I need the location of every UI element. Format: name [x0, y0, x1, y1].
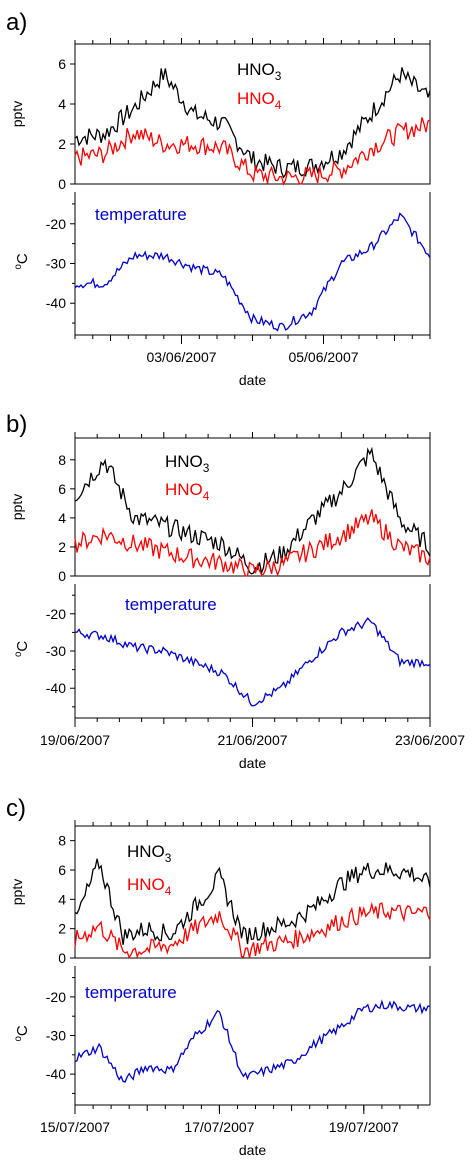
top-y-tick-label: 0 [58, 950, 66, 966]
legend-hno4-sub: 4 [165, 884, 172, 898]
legend-hno4-sub: 4 [275, 98, 282, 112]
legend-hno3-sub: 3 [165, 851, 172, 865]
top-y-axis-label: pptv [9, 879, 25, 905]
legend-hno3-main: HNO [237, 60, 275, 79]
bottom-y-axis-label-unit: C [14, 1025, 31, 1036]
bottom-y-tick-label: -40 [46, 680, 66, 696]
bottom-y-tick-label: -20 [46, 606, 66, 622]
x-tick-label: 17/07/2007 [184, 1119, 254, 1135]
panel-c: c) 0 2 4 6 8 pptv -40 -30 -20 temperature 15/07/200… [6, 795, 431, 1158]
bottom-y-axis-label-unit: C [14, 641, 31, 652]
panel-a: a) 0 2 4 6 pptv -40 -30 -20 temperature 03/06/2007… [6, 9, 431, 388]
bottom-y-tick-label: -30 [46, 256, 66, 272]
legend-hno3: HNO3 [127, 842, 172, 865]
bottom-y-tick-label: -40 [46, 295, 66, 311]
top-y-tick-label: 4 [58, 891, 66, 907]
legend-hno3-main: HNO [127, 842, 165, 861]
x-tick-label: 03/06/2007 [146, 349, 216, 365]
panel-label: b) [6, 411, 27, 438]
top-y-tick-label: 2 [58, 921, 66, 937]
series-line-hno3 [74, 446, 431, 576]
x-axis-label: date [239, 755, 266, 771]
bottom-y-axis-label: oC [13, 641, 31, 657]
bottom-y-axis-label: oC [13, 1025, 31, 1041]
legend-temperature: temperature [95, 205, 187, 224]
legend-hno4-main: HNO [165, 480, 203, 499]
top-y-axis-label: pptv [9, 494, 25, 520]
legend-hno3-main: HNO [165, 452, 203, 471]
series-line-hno3 [74, 858, 431, 945]
top-plot-frame [74, 437, 431, 577]
x-tick-label: 19/07/2007 [329, 1119, 399, 1135]
bottom-y-tick-label: -20 [46, 989, 66, 1005]
bottom-y-axis-label-degree: o [13, 264, 24, 270]
bottom-y-axis-label: oC [13, 253, 31, 269]
panel-label: a) [6, 9, 27, 36]
series-line-hno4 [74, 901, 431, 959]
legend-hno4: HNO4 [165, 480, 210, 503]
series-line-temperature [74, 999, 431, 1083]
x-tick-label: 05/06/2007 [288, 349, 358, 365]
legend-hno4-main: HNO [237, 89, 275, 108]
top-y-tick-label: 4 [58, 96, 66, 112]
series-line-hno3 [74, 67, 431, 179]
top-y-tick-label: 2 [58, 539, 66, 555]
bottom-y-axis-label-degree: o [13, 651, 24, 657]
series-line-temperature [74, 212, 431, 332]
legend-hno3-sub: 3 [203, 461, 210, 475]
legend-hno4-main: HNO [127, 875, 165, 894]
bottom-y-axis-label-unit: C [14, 253, 31, 264]
top-y-tick-label: 6 [58, 862, 66, 878]
legend-hno4-sub: 4 [203, 489, 210, 503]
top-y-tick-label: 4 [58, 510, 66, 526]
legend-hno3: HNO3 [165, 452, 210, 475]
legend-hno4: HNO4 [237, 89, 282, 112]
series-line-hno4 [74, 117, 431, 186]
legend-hno3-sub: 3 [275, 69, 282, 83]
x-tick-label: 21/06/2007 [217, 732, 287, 748]
top-plot-frame [74, 825, 431, 959]
panel-label: c) [6, 795, 26, 822]
bottom-y-axis-label-degree: o [13, 1036, 24, 1042]
legend-hno4: HNO4 [127, 875, 172, 898]
bottom-y-tick-label: -30 [46, 1028, 66, 1044]
top-y-tick-label: 8 [58, 452, 66, 468]
x-tick-label: 15/07/2007 [40, 1119, 110, 1135]
x-tick-label: 19/06/2007 [40, 732, 110, 748]
x-axis-label: date [239, 372, 266, 388]
top-y-tick-label: 0 [58, 176, 66, 192]
top-y-axis-label: pptv [9, 101, 25, 127]
x-tick-label: 23/06/2007 [395, 732, 465, 748]
top-y-tick-label: 2 [58, 136, 66, 152]
bottom-y-tick-label: -20 [46, 216, 66, 232]
legend-temperature: temperature [85, 983, 177, 1002]
series-line-temperature [74, 617, 431, 707]
top-y-tick-label: 8 [58, 833, 66, 849]
legend-hno3: HNO3 [237, 60, 282, 83]
legend-temperature: temperature [125, 595, 217, 614]
bottom-y-tick-label: -30 [46, 643, 66, 659]
panel-b: b) 0 2 4 6 8 pptv -40 -30 -20 temperature 19/06/200… [6, 411, 465, 771]
x-axis-label: date [239, 1142, 266, 1158]
top-y-tick-label: 6 [58, 481, 66, 497]
top-y-tick-label: 6 [58, 56, 66, 72]
series-line-hno4 [74, 509, 431, 577]
bottom-y-tick-label: -40 [46, 1066, 66, 1082]
top-y-tick-label: 0 [58, 568, 66, 584]
